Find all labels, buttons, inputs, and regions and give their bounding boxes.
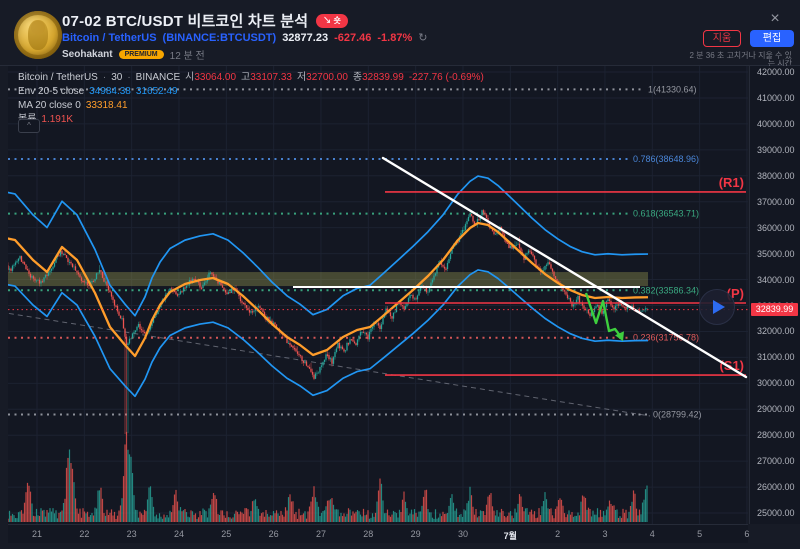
time-tick-label: 23 (126, 529, 137, 539)
dialog-bottom-margin (0, 543, 800, 549)
legend-symbol-row[interactable]: Bitcoin / TetherUS · 30 · BINANCE 시33064.0… (18, 71, 484, 83)
volume-histogram (8, 431, 648, 522)
premium-badge: PREMIUM (118, 50, 164, 59)
price-tick-label: 29000.00 (757, 404, 795, 415)
time-tick-label: 2 (555, 529, 561, 539)
price-tick-label: 39000.00 (757, 144, 795, 155)
chart-canvas[interactable]: 1(41330.64) 0.786(38648.96) 0.618(36543.71… (8, 66, 748, 524)
replay-play-button[interactable] (699, 289, 735, 325)
price-tick-label: 30000.00 (757, 378, 795, 389)
header-change: -627.46 (334, 31, 372, 44)
author-name[interactable]: Seohakant (62, 49, 113, 60)
pivot-label: (S1) (719, 358, 744, 373)
price-tick-label: 36000.00 (757, 222, 795, 233)
envelope-upper-line (8, 175, 649, 317)
descending-trendline (381, 156, 748, 379)
legend-ma-row[interactable]: MA 20 close 0 33318.41 (18, 99, 128, 111)
author-avatar-coin[interactable] (14, 11, 62, 59)
supply-zone (8, 272, 648, 287)
price-tick-label: 40000.00 (757, 118, 795, 129)
time-tick-label: 6 (744, 529, 750, 539)
price-tick-label: 25000.00 (757, 508, 795, 519)
time-tick-label: 29 (410, 529, 421, 539)
time-tick-label: 21 (31, 529, 43, 539)
history-clock-icon: ↻ (418, 32, 428, 44)
chart-drawing-layer: 1(41330.64) 0.786(38648.96) 0.618(36543.71… (8, 66, 748, 524)
price-tick-label: 31000.00 (757, 352, 795, 363)
chart-legend: Bitcoin / TetherUS · 30 · BINANCE 시33064.0… (18, 70, 484, 126)
published-time-ago: 12 분 전 (169, 51, 205, 62)
fib-label: 0.236(31756.78) (633, 333, 699, 343)
time-tick-label: 28 (363, 529, 374, 539)
time-tick-label: 4 (649, 529, 655, 539)
projection-arrow (584, 292, 620, 336)
last-price-axis-badge: 32839.99 (751, 303, 798, 317)
time-axis[interactable]: 21 22 23 24 25 26 27 28 29 30 7월 2 3 4 5 6 (8, 524, 750, 544)
symbol-link[interactable]: Bitcoin / TetherUS (62, 31, 157, 44)
legend-volume-row[interactable]: 볼륨 1.191K (18, 113, 74, 125)
price-tick-label: 42000.00 (757, 67, 795, 78)
exchange-symbol-link[interactable]: (BINANCE:BTCUSDT) (162, 31, 277, 44)
dashed-trend-extension (8, 312, 651, 417)
price-tick-label: 37000.00 (757, 196, 795, 207)
price-tick-label: 41000.00 (757, 92, 795, 103)
time-tick-label: 26 (268, 529, 279, 539)
fib-label: 0(28799.42) (653, 409, 702, 419)
time-tick-label: 27 (315, 529, 326, 539)
pivot-label: (R1) (719, 175, 744, 190)
close-icon[interactable]: × (770, 10, 780, 27)
time-tick-label: 25 (221, 529, 232, 539)
price-tick-label: 27000.00 (757, 456, 795, 467)
fib-label: 0.618(36543.71) (633, 209, 699, 219)
edit-idea-button[interactable]: 편집 (750, 30, 794, 47)
price-tick-label: 26000.00 (757, 482, 795, 493)
ma-line (8, 221, 649, 358)
time-tick-label: 24 (173, 529, 184, 539)
time-tick-label: 5 (697, 529, 703, 539)
price-tick-label: 28000.00 (757, 430, 795, 441)
delete-idea-button[interactable]: 지움 (703, 30, 741, 47)
time-tick-label: 3 (602, 529, 608, 539)
header-last-price: 32877.23 (282, 31, 329, 44)
fib-label: 0.382(33586.34) (633, 285, 699, 295)
price-tick-label: 35000.00 (757, 248, 795, 259)
price-tick-label: 34000.00 (757, 274, 795, 285)
page-title: 07-02 BTC/USDT 비트코인 차트 분석 (62, 13, 309, 30)
time-tick-label: 22 (79, 529, 90, 539)
header-change-pct: -1.87% (377, 31, 413, 44)
legend-collapse-button[interactable]: ^ (18, 119, 40, 133)
fib-label: 0.786(38648.96) (633, 154, 699, 164)
idea-header: 07-02 BTC/USDT 비트코인 차트 분석 ↘ 숏 Bitcoin / … (0, 0, 800, 68)
price-axis[interactable]: 42000.00 41000.00 40000.00 39000.00 38000.00… (749, 66, 800, 524)
envelope-lower-line (8, 269, 649, 398)
grid (8, 66, 748, 524)
projection-arrowhead (615, 331, 624, 342)
price-tick-label: 38000.00 (757, 170, 795, 181)
price-tick-label: 32000.00 (757, 326, 795, 337)
fib-label: 1(41330.64) (648, 84, 697, 94)
edit-window-countdown: 2 분 36 초 고치거나 지울 수 있 는 시간 (689, 51, 792, 68)
time-tick-label: 30 (457, 529, 468, 539)
short-direction-badge: ↘ 숏 (316, 13, 348, 28)
time-tick-label: 7월 (503, 531, 517, 541)
legend-envelope-row[interactable]: Env 20-5 close 34984.38 31652.49 (18, 85, 178, 97)
